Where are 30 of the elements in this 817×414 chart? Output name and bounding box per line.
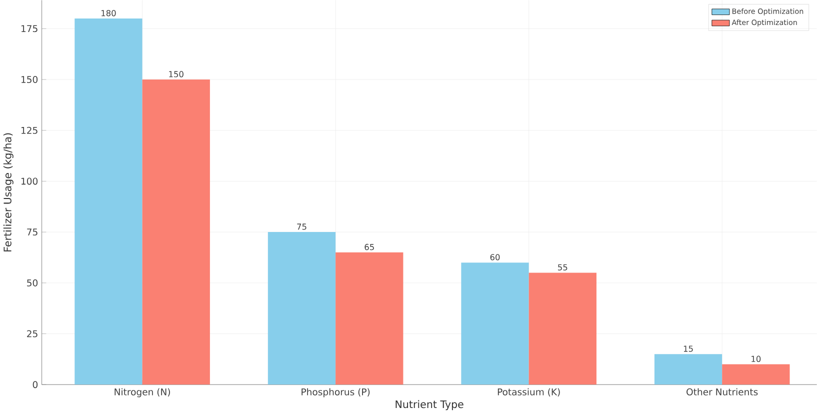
bar bbox=[142, 80, 210, 385]
bar bbox=[722, 364, 790, 385]
bar bbox=[268, 232, 336, 385]
y-tick-label: 25 bbox=[27, 330, 38, 338]
data-label: 75 bbox=[297, 224, 306, 230]
y-tick-label: 175 bbox=[21, 25, 38, 32]
y-tick-label: 150 bbox=[21, 76, 38, 84]
bar bbox=[461, 262, 529, 385]
y-tick-label: 75 bbox=[27, 228, 38, 236]
data-label: 150 bbox=[169, 71, 184, 78]
x-axis-title: Nutrient Type bbox=[396, 400, 464, 410]
bar bbox=[654, 354, 722, 385]
y-axis-title: Fertilizer Usage (kg/ha) bbox=[3, 134, 14, 252]
data-label: 60 bbox=[490, 254, 500, 261]
bar bbox=[74, 18, 142, 385]
data-label: 65 bbox=[364, 244, 374, 250]
data-label: 180 bbox=[102, 10, 116, 16]
x-tick-label: Potassium (K) bbox=[498, 388, 560, 397]
x-tick-label: Phosphorus (P) bbox=[302, 388, 370, 398]
y-tick-label: 50 bbox=[27, 280, 38, 287]
data-label: 10 bbox=[752, 356, 761, 362]
y-tick-label: 125 bbox=[21, 127, 38, 134]
y-tick-label: 100 bbox=[21, 178, 38, 185]
x-tick-label: Nitrogen (N) bbox=[114, 388, 170, 398]
data-label: 15 bbox=[684, 346, 693, 352]
x-tick-label: Other Nutrients bbox=[686, 388, 758, 396]
bar bbox=[528, 272, 596, 385]
bar bbox=[336, 252, 404, 385]
y-tick-label: 0 bbox=[32, 381, 38, 388]
data-label: 55 bbox=[558, 264, 568, 271]
